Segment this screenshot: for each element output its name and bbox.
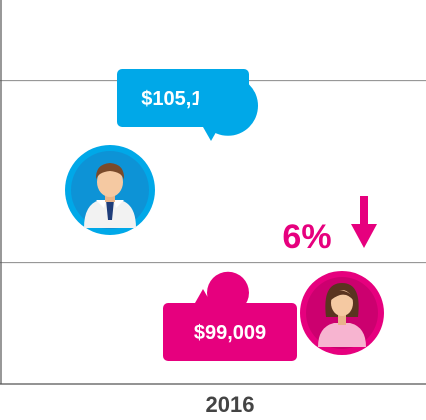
data-point-1 <box>198 75 258 136</box>
woman-avatar-icon <box>300 271 384 355</box>
data-point-2 <box>207 271 249 314</box>
down-arrow-icon <box>351 196 377 248</box>
callout-tail-2 <box>195 289 211 303</box>
callout-box-2 <box>163 303 297 361</box>
data-points <box>198 75 258 314</box>
percent-change-label: 6% <box>282 218 331 256</box>
data-label-2: $99,009 <box>194 322 266 344</box>
man-avatar-icon <box>65 145 155 235</box>
x-tick-label: 2016 <box>206 392 255 417</box>
